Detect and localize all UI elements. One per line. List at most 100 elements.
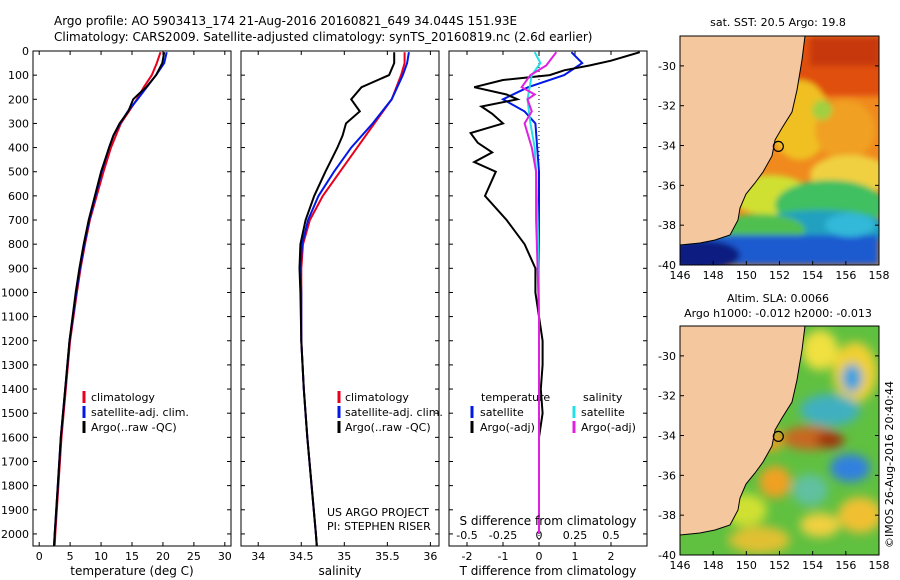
difference-plot-frame — [448, 50, 648, 547]
y-tick-label: 300 — [8, 117, 29, 130]
map-y-tick-label: -40 — [658, 259, 676, 272]
y-tick-label: 1300 — [1, 359, 29, 372]
map-y-tick-label: -30 — [658, 350, 676, 363]
series-line-argo-adj- — [468, 51, 641, 534]
legend-label-s-satellite: satellite — [581, 406, 625, 419]
map-x-tick-label: 152 — [769, 269, 790, 282]
salinity-panel: 34 34.5 35 35.5 36 salinity climatology sate… — [240, 50, 443, 578]
y-tick-label: 1500 — [1, 407, 29, 420]
x-tick-label: 10 — [94, 550, 108, 563]
x-tick-label: 15 — [125, 550, 139, 563]
header-line1: Argo profile: AO 5903413_174 21-Aug-2016… — [54, 14, 517, 28]
sla-map-subtitle: Argo h1000: -0.012 h2000: -0.013 — [684, 307, 872, 320]
map-x-tick-label: 158 — [869, 559, 890, 572]
salinity-xlabel: salinity — [318, 564, 361, 578]
map-x-tick-label: 150 — [736, 269, 757, 282]
map-y-tick-label: -36 — [658, 469, 676, 482]
y-tick-label: 700 — [8, 214, 29, 227]
legend-label-argo: Argo(..raw -QC) — [91, 421, 177, 434]
legend-label-climatology: climatology — [345, 391, 409, 404]
y-tick-label: 1200 — [1, 335, 29, 348]
legend-label-satellite: satellite-adj. clim. — [345, 406, 443, 419]
y-tick-label: 400 — [8, 142, 29, 155]
difference-xlabel: T difference from climatology — [459, 564, 637, 578]
salinity-legend: climatology satellite-adj. clim. Argo(..… — [337, 391, 443, 434]
sla-map-image — [680, 326, 879, 555]
y-tick-label: 900 — [8, 262, 29, 275]
temperature-legend: climatology satellite-adj. clim. Argo(..… — [82, 391, 189, 434]
map-y-tick-label: -32 — [658, 100, 676, 113]
legend-header-salinity: salinity — [583, 391, 623, 404]
x-tick-label: -2 — [462, 550, 473, 563]
legend-label-climatology: climatology — [91, 391, 155, 404]
series-line-satellite — [500, 51, 584, 534]
timestamp-vertical: ©IMOS 26-Aug-2016 20:40:44 — [883, 381, 896, 548]
sla-map-title: Altim. SLA: 0.0066 — [727, 292, 829, 305]
x2-tick-label: 0.25 — [563, 529, 588, 542]
legend-label-s-argo: Argo(-adj) — [581, 421, 636, 434]
x-tick-label: 30 — [218, 550, 232, 563]
map-x-tick-label: 148 — [703, 559, 724, 572]
header-line2: Climatology: CARS2009. Satellite-adjuste… — [54, 30, 592, 44]
legend-label-satellite: satellite-adj. clim. — [91, 406, 189, 419]
map-x-tick-label: 154 — [802, 559, 823, 572]
y-tick-label: 100 — [8, 69, 29, 82]
x-tick-label: 0 — [536, 550, 543, 563]
map-x-tick-label: 156 — [835, 559, 856, 572]
x-tick-label: 1 — [572, 550, 579, 563]
argo-location-marker — [772, 140, 784, 152]
x-tick-label: 25 — [187, 550, 201, 563]
map-x-tick-label: 156 — [835, 269, 856, 282]
map-x-tick-label: 152 — [769, 559, 790, 572]
x2-tick-label: -0.25 — [489, 529, 517, 542]
map-y-tick-label: -34 — [658, 140, 676, 153]
map-x-tick-label: 150 — [736, 559, 757, 572]
y-tick-label: 200 — [8, 93, 29, 106]
series-line-climatology — [300, 52, 406, 547]
map-y-tick-label: -38 — [658, 219, 676, 232]
map-y-tick-label: -34 — [658, 430, 676, 443]
map-y-tick-label: -30 — [658, 60, 676, 73]
y-tick-label: 600 — [8, 190, 29, 203]
map-x-tick-label: 158 — [869, 269, 890, 282]
y-tick-label: 0 — [22, 45, 29, 58]
map-x-tick-label: 146 — [670, 559, 691, 572]
map-x-tick-label: 154 — [802, 269, 823, 282]
series-line-satellite-adj-clim- — [299, 52, 410, 547]
x2-tick-label: 0.5 — [602, 529, 620, 542]
x-tick-label: 5 — [67, 550, 74, 563]
map-y-tick-label: -40 — [658, 549, 676, 562]
y-tick-label: 1900 — [1, 504, 29, 517]
y-tick-label: 1600 — [1, 431, 29, 444]
temperature-panel: 0 5 10 15 20 25 300100200300400500600700800900… — [1, 45, 232, 578]
map-y-tick-label: -32 — [658, 390, 676, 403]
y-tick-label: 800 — [8, 238, 29, 251]
x2-tick-label: -0.5 — [456, 529, 477, 542]
sst-map-title: sat. SST: 20.5 Argo: 19.8 — [710, 16, 846, 29]
x-tick-label: 34 — [251, 550, 265, 563]
difference-legend: temperature salinity satellite Argo(-adj… — [470, 391, 636, 434]
sst-map-image — [680, 36, 879, 265]
x-tick-label: 34.5 — [289, 550, 314, 563]
x-tick-label: 35.5 — [375, 550, 400, 563]
y-tick-label: 2000 — [1, 528, 29, 541]
y-tick-label: 1700 — [1, 455, 29, 468]
x-tick-label: -1 — [498, 550, 509, 563]
pi-label: PI: STEPHEN RISER — [327, 520, 431, 533]
series-line-sal-argo-adj- — [520, 51, 558, 534]
x-tick-label: 35 — [337, 550, 351, 563]
y-tick-label: 1400 — [1, 383, 29, 396]
sst-map-panel: sat. SST: 20.5 Argo: 19.8 146 14 — [658, 16, 890, 282]
series-line-satellite-adj-clim- — [53, 51, 168, 547]
y-tick-label: 1800 — [1, 480, 29, 493]
sla-map-panel: Altim. SLA: 0.0066 Argo h1000: -0.012 h2… — [658, 292, 889, 572]
series-line-argo-raw-qc- — [298, 52, 396, 547]
legend-header-temperature: temperature — [481, 391, 550, 404]
project-label: US ARGO PROJECT — [327, 506, 429, 519]
map-y-tick-label: -36 — [658, 179, 676, 192]
x-tick-label: 20 — [156, 550, 170, 563]
series-line-climatology — [53, 51, 162, 547]
salinity-plot-frame — [240, 50, 440, 547]
temperature-xlabel: temperature (deg C) — [70, 564, 193, 578]
